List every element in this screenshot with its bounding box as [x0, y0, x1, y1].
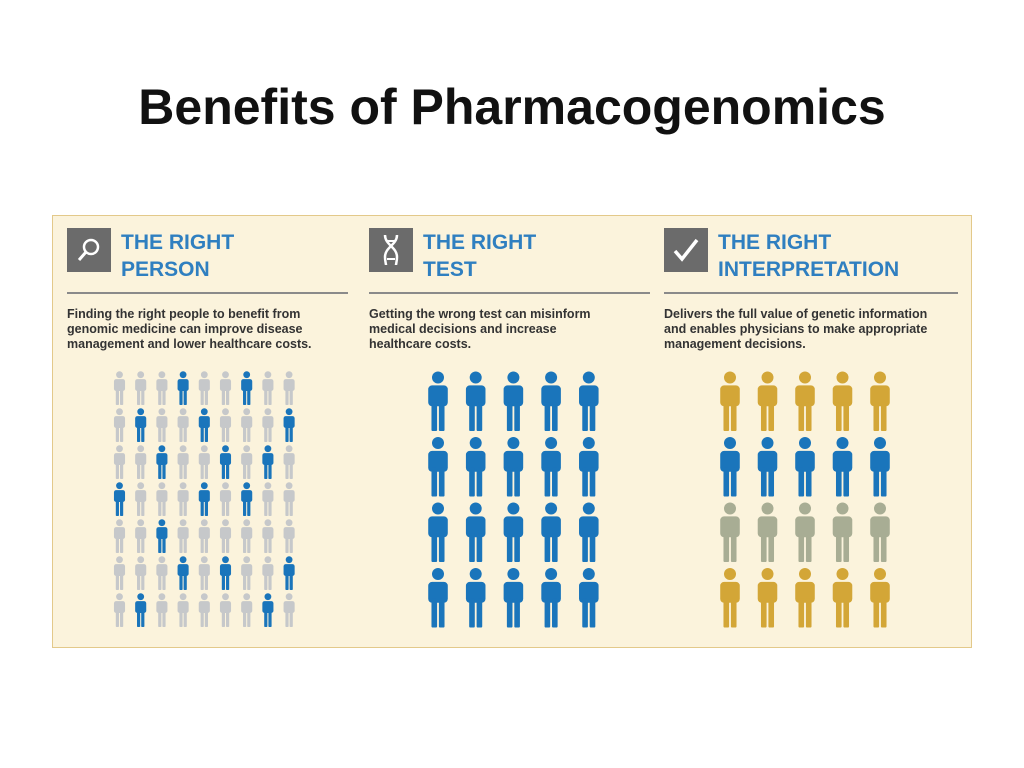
- divider: [369, 292, 650, 294]
- panel-interpretation: THE RIGHT INTERPRETATION Delivers the ful…: [650, 216, 968, 647]
- heading-line: THE RIGHT: [121, 231, 235, 254]
- panel-test: THE RIGHT TEST Getting the wrong test can…: [355, 216, 660, 647]
- description-line: medical decisions and increase: [369, 322, 557, 336]
- description-line: and enables physicians to make appropria…: [664, 322, 928, 336]
- checkmark: [673, 238, 699, 262]
- panel-heading: THE RIGHT PERSON: [121, 229, 234, 283]
- search-icon: [67, 228, 111, 272]
- panel-description: Finding the right people to benefit from…: [67, 307, 312, 352]
- description-line: management decisions.: [664, 337, 806, 351]
- panel-heading: THE RIGHT TEST: [423, 229, 536, 283]
- dna-icon: [369, 228, 413, 272]
- heading-line: PERSON: [121, 258, 210, 281]
- heading-line: TEST: [423, 258, 477, 281]
- panel-description: Delivers the full value of genetic infor…: [664, 307, 927, 352]
- description-line: Finding the right people to benefit from: [67, 307, 301, 321]
- panel-description: Getting the wrong test can misinform medi…: [369, 307, 591, 352]
- description-line: genomic medicine can improve disease: [67, 322, 303, 336]
- panel-header: THE RIGHT INTERPRETATION: [664, 228, 899, 283]
- description-line: Getting the wrong test can misinform: [369, 307, 591, 321]
- slide-title: Benefits of Pharmacogenomics: [138, 79, 886, 135]
- panel-person: THE RIGHT PERSON Finding the right people…: [53, 216, 358, 647]
- description-line: management and lower healthcare costs.: [67, 337, 312, 351]
- divider: [664, 292, 958, 294]
- panel-heading: THE RIGHT INTERPRETATION: [718, 229, 899, 283]
- heading-line: THE RIGHT: [718, 231, 832, 254]
- check-icon: [664, 228, 708, 272]
- divider: [67, 292, 348, 294]
- panel-header: THE RIGHT TEST: [369, 228, 536, 283]
- description-line: healthcare costs.: [369, 337, 472, 351]
- panel-header: THE RIGHT PERSON: [67, 228, 234, 283]
- heading-line: INTERPRETATION: [718, 258, 900, 281]
- dna: [383, 234, 399, 266]
- infographic: THE RIGHT PERSON Finding the right people…: [52, 215, 972, 648]
- heading-line: THE RIGHT: [423, 231, 537, 254]
- description-line: Delivers the full value of genetic infor…: [664, 307, 928, 321]
- magnifier: [77, 238, 100, 261]
